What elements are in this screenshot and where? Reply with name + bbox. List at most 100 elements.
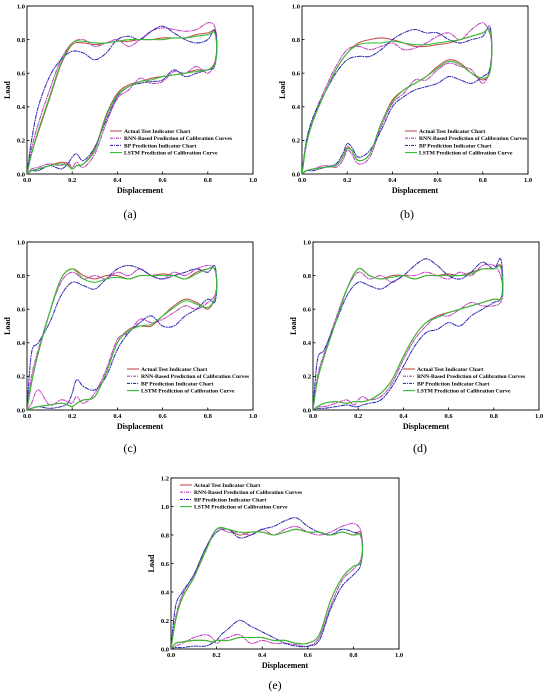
chart-panel-3: 0.0 0.2 0.4 0.6 0.8 1.0 0.0 0.2 0.4 0.6 0.8 1.0 Disp…	[289, 239, 543, 455]
y-axis-label: Load	[147, 554, 156, 572]
y-tick-label: 0.0	[292, 171, 300, 178]
legend-label: RNN-Based Prediction of Calibration Curv…	[419, 136, 528, 142]
x-tick-label: 0.2	[68, 177, 76, 184]
x-tick-label: 0.0	[167, 652, 175, 659]
x-tick-label: 0.0	[298, 177, 306, 184]
series-group	[171, 517, 364, 649]
y-tick-label: 0.4	[17, 104, 26, 111]
x-axis-label: Displacement	[392, 186, 439, 195]
panel-caption: (b)	[400, 207, 414, 221]
y-tick-label: 0.4	[303, 340, 312, 347]
y-tick-label: 1.2	[161, 475, 169, 482]
x-tick-label: 1.0	[395, 652, 403, 659]
y-tick-label: 0.0	[17, 171, 25, 178]
y-axis-label: Load	[289, 317, 298, 335]
y-tick-label: 0.2	[17, 374, 25, 381]
legend-label: LSTM Prediction of Calibration Curve	[141, 389, 235, 395]
panel-caption: (c)	[123, 441, 136, 455]
x-tick-label: 0.6	[159, 177, 168, 184]
y-axis-label: Load	[3, 81, 12, 99]
legend-label: BP Prediction Indicator Chart	[419, 143, 491, 149]
y-tick-label: 0.6	[303, 307, 312, 314]
x-tick-label: 0.2	[213, 652, 221, 659]
x-tick-label: 0.0	[23, 413, 31, 420]
panel-caption: (e)	[268, 678, 281, 692]
series-line-2	[302, 25, 493, 174]
chart-panel-1: 0.0 0.2 0.4 0.6 0.8 1.0 0.0 0.2 0.4 0.6 0.8 1.0 Disp…	[278, 3, 532, 221]
legend-label: Actual Test Indicator Chart	[419, 129, 485, 135]
y-tick-label: 0.0	[161, 646, 169, 653]
series-line-0	[171, 526, 364, 649]
legend-label: Actual Test Indicator Chart	[194, 483, 260, 489]
legend-label: RNN-Based Prediction of Calibration Curv…	[124, 136, 233, 142]
y-tick-label: 0.4	[292, 104, 301, 111]
x-tick-label: 0.4	[258, 652, 267, 659]
series-line-3	[27, 266, 218, 410]
y-tick-label: 0.2	[292, 138, 300, 145]
legend-label: BP Prediction Indicator Chart	[124, 143, 196, 149]
series-line-1	[313, 263, 504, 410]
x-tick-label: 0.8	[349, 652, 358, 659]
y-axis-label: Load	[3, 317, 12, 335]
x-tick-label: 0.8	[490, 413, 499, 420]
x-tick-label: 0.8	[479, 177, 488, 184]
legend-label: LSTM Prediction of Calibration Curve	[419, 151, 513, 157]
y-tick-label: 0.8	[292, 37, 301, 44]
y-tick-label: 0.6	[17, 307, 26, 314]
plot-frame	[301, 5, 529, 175]
x-tick-label: 1.0	[249, 177, 257, 184]
series-line-2	[27, 264, 218, 410]
series-group	[313, 258, 504, 410]
chart-panel-2: 0.0 0.2 0.4 0.6 0.8 1.0 0.0 0.2 0.4 0.6 0.8 1.0 Disp…	[3, 239, 257, 455]
y-tick-label: 0.4	[161, 589, 170, 596]
y-tick-label: 1.0	[292, 3, 300, 10]
y-tick-label: 1.0	[161, 504, 169, 511]
y-tick-label: 0.8	[17, 273, 26, 280]
x-tick-label: 1.0	[249, 413, 257, 420]
legend-label: RNN-Based Prediction of Calibration Curv…	[417, 374, 526, 380]
series-line-1	[27, 264, 218, 410]
plot-frame	[312, 241, 540, 411]
legend-label: BP Prediction Indicator Chart	[141, 381, 213, 387]
series-group	[27, 22, 218, 174]
series-group	[302, 22, 493, 174]
y-tick-label: 1.0	[17, 239, 25, 246]
y-axis-label: Load	[278, 81, 287, 99]
x-axis-label: Displacement	[117, 422, 164, 431]
x-tick-label: 0.4	[388, 177, 397, 184]
y-tick-label: 0.2	[303, 374, 311, 381]
x-tick-label: 1.0	[524, 177, 532, 184]
chart-panel-0: 0.0 0.2 0.4 0.6 0.8 1.0 0.0 0.2 0.4 0.6 0.8 1.0 Disp…	[3, 3, 257, 221]
x-axis-label: Displacement	[117, 186, 164, 195]
legend-label: BP Prediction Indicator Chart	[417, 381, 489, 387]
x-tick-label: 0.4	[399, 413, 408, 420]
x-axis-label: Displacement	[262, 661, 309, 670]
y-tick-label: 0.0	[17, 407, 25, 414]
legend-label: RNN-Based Prediction of Calibration Curv…	[194, 490, 303, 496]
plot-frame	[26, 5, 254, 175]
y-tick-label: 0.4	[17, 340, 26, 347]
x-tick-label: 0.6	[434, 177, 443, 184]
legend-label: RNN-Based Prediction of Calibration Curv…	[141, 374, 250, 380]
chart-panel-4: 0.0 0.2 0.4 0.6 0.8 1.0 0.0 0.2 0.4 0.6 0.8 1.0 1.2 D…	[147, 475, 403, 692]
y-tick-label: 1.0	[17, 3, 25, 10]
y-tick-label: 0.8	[17, 37, 26, 44]
y-tick-label: 0.2	[161, 618, 169, 625]
series-line-3	[313, 265, 504, 410]
legend-label: Actual Test Indicator Chart	[141, 367, 207, 373]
x-tick-label: 0.4	[113, 177, 122, 184]
series-line-3	[27, 31, 218, 174]
x-tick-label: 0.6	[159, 413, 168, 420]
x-tick-label: 0.2	[68, 413, 76, 420]
panel-caption: (d)	[413, 441, 427, 455]
series-line-1	[171, 523, 364, 649]
series-line-2	[171, 517, 364, 649]
legend-label: Actual Test Indicator Chart	[417, 367, 483, 373]
legend-label: LSTM Prediction of Calibration Curve	[417, 389, 511, 395]
